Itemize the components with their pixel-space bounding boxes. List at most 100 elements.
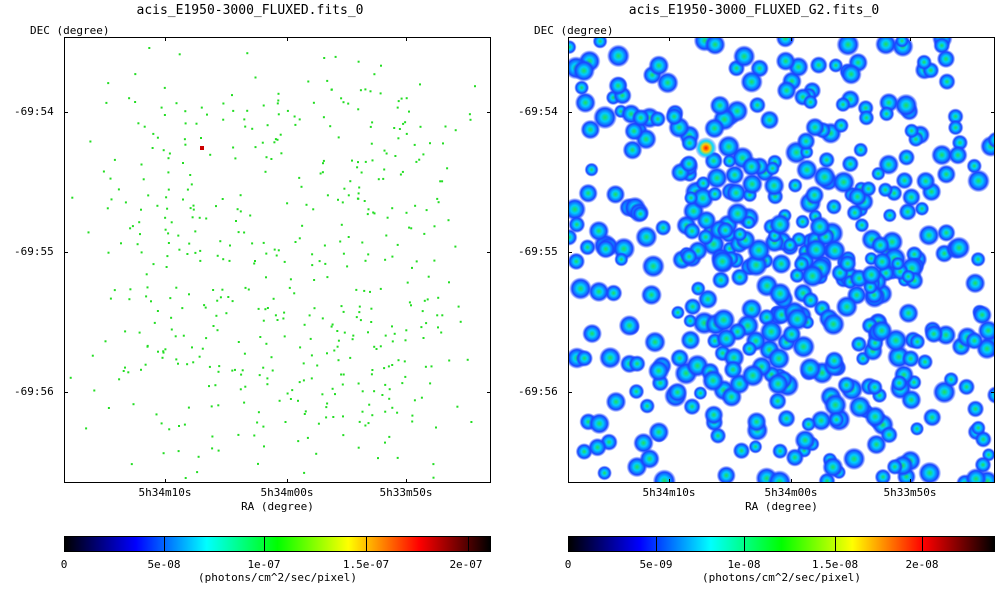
smoothed-source-blob bbox=[918, 461, 942, 482]
smoothed-source-blob bbox=[683, 190, 699, 206]
smoothed-source-blob bbox=[588, 437, 607, 457]
photon-pixel bbox=[404, 339, 407, 342]
photon-pixel bbox=[373, 212, 376, 215]
photon-pixel bbox=[397, 100, 400, 103]
smoothed-source-blob bbox=[711, 308, 736, 332]
photon-pixel bbox=[340, 223, 343, 226]
photon-pixel bbox=[419, 125, 422, 128]
smoothed-source-blob bbox=[656, 71, 679, 94]
smoothed-source-blob bbox=[606, 44, 630, 68]
smoothed-source-blob bbox=[777, 409, 796, 428]
photon-pixel bbox=[319, 172, 322, 175]
photon-pixel bbox=[187, 406, 190, 409]
photon-pixel bbox=[381, 394, 384, 396]
x-tick-mark bbox=[791, 479, 792, 483]
smoothed-source-blob bbox=[746, 411, 767, 432]
smoothed-source-blob bbox=[898, 302, 919, 324]
smoothed-source-blob bbox=[641, 254, 665, 278]
y-tick-mark bbox=[487, 112, 491, 113]
photon-pixel bbox=[371, 369, 374, 371]
photon-pixel bbox=[107, 251, 110, 254]
photon-pixel bbox=[251, 242, 254, 245]
photon-pixel bbox=[388, 435, 391, 438]
photon-pixel bbox=[208, 385, 210, 388]
smoothed-source-blob bbox=[903, 123, 920, 139]
photon-pixel bbox=[219, 240, 222, 243]
photon-pixel bbox=[253, 262, 256, 265]
smoothed-source-blob bbox=[767, 347, 791, 370]
smoothed-source-blob bbox=[732, 45, 756, 68]
photon-pixel bbox=[429, 382, 432, 385]
smoothed-source-blob bbox=[767, 470, 792, 482]
photon-pixel bbox=[216, 329, 219, 332]
image-display[interactable] bbox=[64, 37, 491, 483]
photon-pixel bbox=[298, 118, 301, 121]
smoothed-source-blob bbox=[716, 221, 735, 240]
photon-pixel bbox=[302, 379, 305, 382]
smoothed-source-blob bbox=[970, 420, 986, 436]
smoothed-source-blob bbox=[680, 330, 701, 351]
smoothed-source-blob bbox=[741, 340, 758, 357]
smoothed-source-blob bbox=[835, 295, 858, 318]
photon-pixel bbox=[168, 428, 171, 431]
photon-pixel bbox=[217, 404, 220, 407]
photon-pixel bbox=[182, 162, 184, 164]
photon-pixel bbox=[107, 82, 110, 85]
photon-pixel bbox=[239, 388, 242, 391]
smoothed-source-blob bbox=[748, 439, 763, 454]
photon-pixel bbox=[361, 241, 364, 244]
photon-pixel bbox=[375, 348, 378, 350]
x-tick-mark bbox=[669, 37, 670, 41]
photon-pixel bbox=[332, 416, 335, 418]
photon-pixel bbox=[343, 331, 346, 334]
photon-pixel bbox=[234, 368, 236, 371]
photon-pixel bbox=[266, 377, 269, 380]
photon-pixel bbox=[441, 314, 444, 317]
photon-pixel bbox=[247, 288, 250, 291]
photon-pixel bbox=[300, 185, 303, 188]
photon-pixel bbox=[206, 113, 208, 116]
image-display[interactable] bbox=[568, 37, 995, 483]
photon-pixel bbox=[408, 110, 410, 113]
photon-pixel bbox=[237, 231, 240, 234]
smoothed-source-blob bbox=[970, 251, 986, 267]
photon-pixel bbox=[182, 198, 184, 201]
photon-pixel bbox=[322, 159, 325, 162]
photon-pixel bbox=[257, 462, 259, 465]
x-tick-label: 5h34m10s bbox=[642, 486, 696, 499]
smoothed-source-blob bbox=[640, 284, 663, 306]
photon-pixel bbox=[388, 397, 391, 400]
photon-pixel bbox=[322, 162, 324, 165]
smoothed-source-blob bbox=[574, 80, 590, 96]
smoothed-source-blob bbox=[964, 272, 986, 294]
smoothed-source-blob bbox=[795, 158, 818, 181]
photon-pixel bbox=[222, 102, 225, 105]
smoothed-source-blob bbox=[775, 38, 795, 48]
photon-pixel bbox=[239, 194, 242, 197]
photon-pixel bbox=[436, 314, 439, 317]
photon-pixel bbox=[264, 170, 267, 173]
photon-pixel bbox=[349, 356, 352, 359]
photon-pixel bbox=[284, 421, 287, 423]
photon-pixel bbox=[131, 225, 134, 228]
photon-pixel bbox=[370, 307, 373, 310]
photon-pixel bbox=[297, 440, 300, 443]
smoothed-source-blob bbox=[966, 158, 983, 174]
photon-pixel bbox=[384, 410, 387, 413]
photon-pixel bbox=[93, 389, 96, 392]
photon-pixel bbox=[405, 329, 408, 332]
photon-pixel bbox=[403, 360, 406, 363]
photon-pixel bbox=[235, 220, 237, 222]
smoothed-source-blob bbox=[592, 38, 608, 49]
smoothed-source-blob bbox=[828, 57, 844, 73]
smoothed-source-blob bbox=[835, 96, 851, 113]
photon-pixel bbox=[184, 110, 187, 113]
smoothed-source-blob bbox=[800, 264, 825, 288]
smoothed-source-blob bbox=[705, 167, 728, 189]
smoothed-source-blob bbox=[866, 379, 883, 396]
photon-pixel bbox=[199, 249, 202, 252]
photon-pixel bbox=[433, 225, 436, 228]
smoothed-source-blob bbox=[836, 38, 860, 57]
smoothed-source-blob bbox=[683, 297, 702, 316]
photon-pixel bbox=[342, 373, 345, 376]
